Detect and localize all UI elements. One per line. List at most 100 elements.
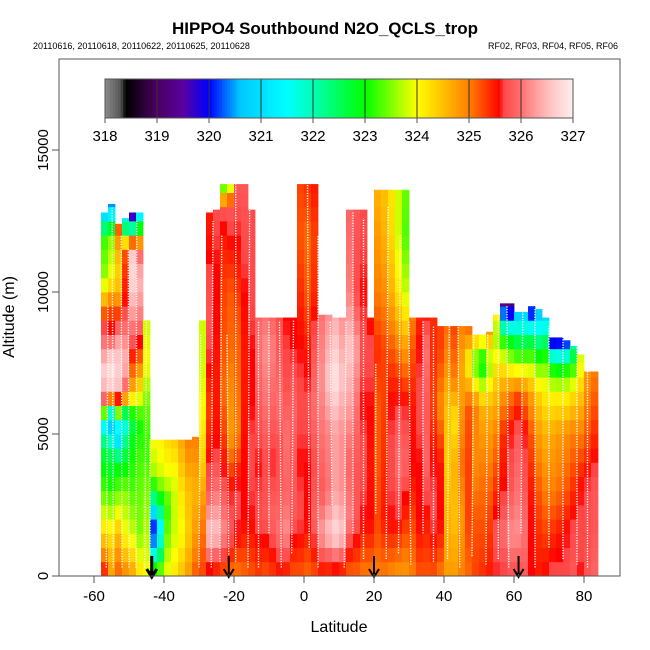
heatmap-cell <box>353 561 361 577</box>
colorbar-swatch <box>250 79 254 118</box>
heatmap-cell <box>101 263 109 279</box>
heatmap-cell <box>220 192 228 208</box>
heatmap-cell <box>493 533 501 548</box>
heatmap-cell <box>507 303 515 307</box>
heatmap-cell <box>339 533 347 548</box>
heatmap-cell <box>241 221 249 236</box>
heatmap-cell <box>122 218 130 222</box>
heatmap-cell <box>101 292 109 307</box>
heatmap-cell <box>136 221 144 236</box>
heatmap-cell <box>346 434 354 449</box>
heatmap-cell <box>318 320 326 335</box>
heatmap-cell <box>493 391 501 406</box>
heatmap-cell <box>395 221 403 236</box>
heatmap-cell <box>556 561 564 577</box>
heatmap-cell <box>423 505 431 520</box>
heatmap-cell <box>227 505 235 520</box>
heatmap-cell <box>185 448 193 463</box>
flight-track <box>120 235 123 568</box>
heatmap-cell <box>486 348 494 364</box>
colorbar-swatch <box>172 79 176 118</box>
heatmap-cell <box>157 505 165 520</box>
heatmap-cell <box>290 391 298 406</box>
colorbar-swatch <box>357 79 361 118</box>
heatmap-cell <box>269 476 277 492</box>
heatmap-cell <box>374 476 382 492</box>
heatmap-cell <box>318 533 326 548</box>
colorbar-swatch <box>435 79 439 118</box>
heatmap-cell <box>479 334 487 350</box>
heatmap-cell <box>409 519 417 534</box>
heatmap-cell <box>304 405 312 421</box>
heatmap-cell <box>206 263 214 279</box>
heatmap-cell <box>486 505 494 520</box>
heatmap-cell <box>570 547 578 563</box>
heatmap-cell <box>241 547 249 563</box>
heatmap-cell <box>416 462 424 477</box>
heatmap-cell <box>269 533 277 548</box>
heatmap-cell <box>206 391 214 406</box>
heatmap-cell <box>556 419 564 435</box>
colorbar-swatch <box>245 79 249 118</box>
heatmap-cell <box>451 405 459 421</box>
heatmap-cell <box>129 292 137 307</box>
heatmap-cell <box>577 448 585 463</box>
heatmap-cell <box>521 505 529 520</box>
heatmap-cell <box>115 476 123 492</box>
heatmap-cell <box>241 235 249 250</box>
heatmap-cell <box>213 419 221 435</box>
heatmap-cell <box>500 476 508 492</box>
colorbar-swatch <box>339 79 342 118</box>
heatmap-cell <box>129 377 137 392</box>
heatmap-cell <box>528 490 536 506</box>
heatmap-cell <box>521 519 529 534</box>
heatmap-cell <box>199 448 207 463</box>
heatmap-cell <box>388 519 396 534</box>
heatmap-cell <box>248 434 256 449</box>
heatmap-cell <box>213 277 221 293</box>
heatmap-cell <box>227 533 235 548</box>
heatmap-cell <box>507 363 515 378</box>
heatmap-cell <box>402 263 410 279</box>
heatmap-cell <box>262 320 270 335</box>
heatmap-cell <box>395 189 403 193</box>
heatmap-cell <box>381 235 389 250</box>
heatmap-cell <box>269 317 277 321</box>
heatmap-cell <box>430 519 438 534</box>
heatmap-cell <box>227 334 235 350</box>
colorbar-swatch <box>216 79 220 118</box>
heatmap-cell <box>297 519 305 534</box>
heatmap-cell <box>528 334 536 350</box>
heatmap-cell <box>577 561 585 577</box>
heatmap-cell <box>318 490 326 506</box>
heatmap-cell <box>444 391 452 406</box>
heatmap-cell <box>122 434 130 449</box>
heatmap-cell <box>423 448 431 463</box>
heatmap-cell <box>269 391 277 406</box>
heatmap-cell <box>346 377 354 392</box>
heatmap-cell <box>556 490 564 506</box>
heatmap-cell <box>213 476 221 492</box>
heatmap-cell <box>276 419 284 435</box>
colorbar-swatch <box>526 79 530 118</box>
heatmap-cell <box>479 519 487 534</box>
heatmap-cell <box>353 434 361 449</box>
colorbar-swatch <box>144 79 147 118</box>
heatmap-cell <box>178 490 186 506</box>
heatmap-cell <box>346 490 354 506</box>
heatmap-cell <box>430 419 438 435</box>
heatmap-cell <box>283 317 291 321</box>
heatmap-cell <box>584 561 592 577</box>
colorbar-swatch <box>107 79 111 118</box>
heatmap-cell <box>416 317 424 321</box>
heatmap-cell <box>458 505 466 520</box>
heatmap-cell <box>395 476 403 492</box>
heatmap-cell <box>248 292 256 307</box>
heatmap-cell <box>416 547 424 563</box>
heatmap-cell <box>304 434 312 449</box>
heatmap-cell <box>486 363 494 378</box>
heatmap-cell <box>423 419 431 435</box>
heatmap-cell <box>486 331 494 335</box>
heatmap-cell <box>234 419 242 435</box>
heatmap-cell <box>416 391 424 406</box>
